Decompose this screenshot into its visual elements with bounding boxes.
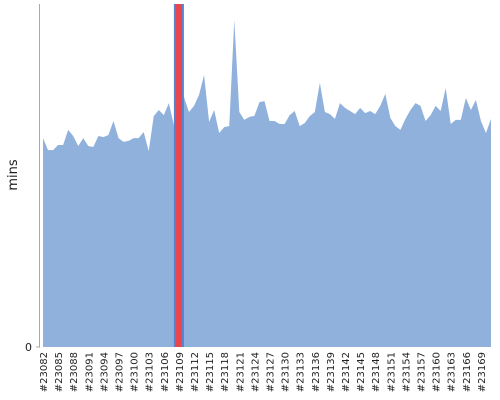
x-tick-label: #23148 xyxy=(371,352,382,392)
x-tick-label: #23121 xyxy=(235,352,246,392)
x-tick-label: #23154 xyxy=(401,352,412,392)
area xyxy=(43,20,491,347)
x-tick-label: #23103 xyxy=(145,352,156,392)
x-tick-label: #23100 xyxy=(130,352,141,392)
x-tick-label: #23157 xyxy=(417,352,428,392)
x-tick-label: #23142 xyxy=(341,352,352,392)
x-tick-label: #23133 xyxy=(296,352,307,392)
x-tick-label: #23151 xyxy=(386,352,397,392)
x-tick-label: #23130 xyxy=(281,352,292,392)
x-tick-label: #23115 xyxy=(205,352,216,392)
x-tick-label: #23118 xyxy=(220,352,231,392)
x-tick-label: #23082 xyxy=(39,352,50,392)
x-tick-label: #23094 xyxy=(99,352,110,392)
x-tick-label: #23109 xyxy=(175,352,186,392)
x-tick-label: #23127 xyxy=(266,352,277,392)
x-tick-label: #23166 xyxy=(462,352,473,392)
x-tick-label: #23136 xyxy=(311,352,322,392)
x-tick-label: #23091 xyxy=(84,352,95,392)
y-axis-label: mins xyxy=(6,159,21,191)
x-tick-label: #23124 xyxy=(250,352,261,392)
x-tick-label: #23088 xyxy=(69,352,80,392)
x-tick-label: #23169 xyxy=(477,352,488,392)
x-tick-label: #23112 xyxy=(190,352,201,392)
x-tick-label: #23145 xyxy=(356,352,367,392)
x-tick-label: #23139 xyxy=(326,352,337,392)
x-tick-label: #23106 xyxy=(160,352,171,392)
highlight xyxy=(175,4,182,347)
x-tick-label: #23163 xyxy=(447,352,458,392)
x-tick-label: #23085 xyxy=(54,352,65,392)
x-tick-label: #23097 xyxy=(115,352,126,392)
x-tick-label: #23160 xyxy=(432,352,443,392)
y-tick-label: 0 xyxy=(25,341,32,354)
